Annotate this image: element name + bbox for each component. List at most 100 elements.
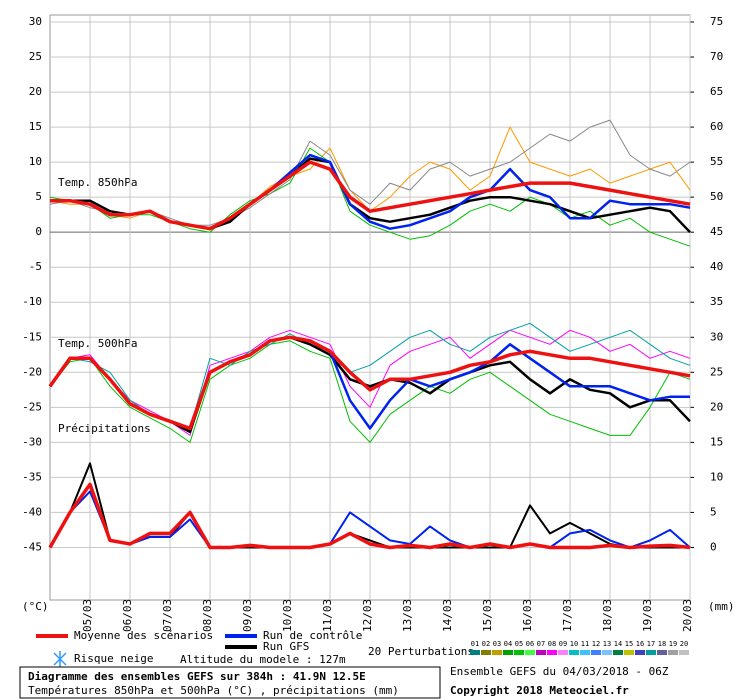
perturbation-label: 07	[537, 640, 545, 648]
perturbation-label: 02	[482, 640, 490, 648]
y2-tick-label: 30	[710, 330, 723, 343]
perturbation-label: 16	[636, 640, 644, 648]
y2-tick-label: 60	[710, 120, 723, 133]
legend-label: Run de contrôle	[263, 629, 362, 642]
perturbation-swatch	[602, 650, 612, 655]
perturbation-swatch	[613, 650, 623, 655]
x-tick-label: 15/03	[481, 599, 494, 632]
perturbation-swatch	[646, 650, 656, 655]
x-tick-label: 18/03	[601, 599, 614, 632]
y-tick-label: -45	[22, 540, 42, 553]
perturbation-swatch	[591, 650, 601, 655]
y2-tick-label: 40	[710, 260, 723, 273]
perturbation-label: 20	[680, 640, 688, 648]
run-info: Ensemble GEFS du 04/03/2018 - 06Z	[450, 665, 669, 678]
x-tick-label: 13/03	[401, 599, 414, 632]
x-tick-label: 05/03	[81, 599, 94, 632]
perturbation-swatch	[657, 650, 667, 655]
perturbation-swatch	[481, 650, 491, 655]
series-line	[49, 329, 691, 436]
perturbation-swatch	[514, 650, 524, 655]
y-tick-label: -15	[22, 330, 42, 343]
y-tick-label: 10	[29, 155, 42, 168]
series-line	[49, 340, 691, 443]
y-tick-label: -40	[22, 505, 42, 518]
x-tick-label: 07/03	[161, 599, 174, 632]
perturbation-label: 09	[559, 640, 567, 648]
perturbation-label: 15	[625, 640, 633, 648]
snow-label: Risque neige	[74, 652, 153, 665]
perturbation-label: 08	[548, 640, 556, 648]
perturbation-label: 17	[647, 640, 655, 648]
perturbation-swatch	[547, 650, 557, 655]
perturbation-swatch	[624, 650, 634, 655]
x-tick-label: 16/03	[521, 599, 534, 632]
legend-label: Moyenne des scénarios	[74, 629, 213, 642]
y-tick-label: 25	[29, 50, 42, 63]
x-tick-label: 12/03	[361, 599, 374, 632]
panel-label: Temp. 850hPa	[58, 176, 137, 189]
x-tick-label: 09/03	[241, 599, 254, 632]
y2-tick-label: 5	[710, 505, 717, 518]
x-tick-label: 14/03	[441, 599, 454, 632]
y-tick-label: -10	[22, 295, 42, 308]
y2-axis-unit: (mm)	[708, 600, 735, 613]
perturbation-label: 13	[603, 640, 611, 648]
panel-label: Précipitations	[58, 422, 151, 435]
y-tick-label: 5	[35, 190, 42, 203]
y2-tick-label: 25	[710, 365, 723, 378]
panel-label: Temp. 500hPa	[58, 337, 137, 350]
perturbation-swatch	[503, 650, 513, 655]
y2-tick-label: 35	[710, 295, 723, 308]
perturbation-label: 12	[592, 640, 600, 648]
perturbation-label: 03	[493, 640, 501, 648]
y-tick-label: 15	[29, 120, 42, 133]
perturbation-swatch	[492, 650, 502, 655]
perturbation-label: 10	[570, 640, 578, 648]
series-line	[48, 335, 691, 431]
y2-tick-label: 0	[710, 540, 717, 553]
y-tick-label: 30	[29, 15, 42, 28]
y-tick-label: -30	[22, 435, 42, 448]
y2-tick-label: 75	[710, 15, 723, 28]
perturbation-label: 01	[471, 640, 479, 648]
perturbation-swatch	[668, 650, 678, 655]
footer-title: Diagramme des ensembles GEFS sur 384h : …	[28, 670, 366, 683]
legend-label: Run GFS	[263, 640, 309, 653]
y2-tick-label: 70	[710, 50, 723, 63]
series-line	[48, 482, 691, 550]
y2-tick-label: 45	[710, 225, 723, 238]
y-tick-label: -25	[22, 400, 42, 413]
y-axis-unit: (°C)	[22, 600, 49, 613]
y-tick-label: -35	[22, 470, 42, 483]
perturbation-label: 06	[526, 640, 534, 648]
y2-tick-label: 20	[710, 400, 723, 413]
altitude: Altitude du modele : 127m	[180, 653, 346, 666]
y2-tick-label: 65	[710, 85, 723, 98]
y2-tick-label: 10	[710, 470, 723, 483]
perturbation-swatch	[580, 650, 590, 655]
series-line	[49, 490, 691, 549]
perturbation-title: 20 Perturbations	[368, 645, 474, 658]
perturbation-label: 18	[658, 640, 666, 648]
x-tick-label: 17/03	[561, 599, 574, 632]
snow-icon	[53, 651, 67, 667]
y2-tick-label: 55	[710, 155, 723, 168]
x-tick-label: 11/03	[321, 599, 334, 632]
perturbation-swatch	[470, 650, 480, 655]
y2-tick-label: 50	[710, 190, 723, 203]
series-line	[50, 160, 691, 231]
copyright: Copyright 2018 Meteociel.fr	[450, 684, 629, 697]
footer-subtitle: Températures 850hPa et 500hPa (°C) , pré…	[28, 684, 399, 697]
perturbation-label: 11	[581, 640, 589, 648]
x-tick-label: 20/03	[681, 599, 694, 632]
perturbation-swatch	[558, 650, 568, 655]
y2-tick-label: 15	[710, 435, 723, 448]
perturbation-label: 19	[669, 640, 677, 648]
y-tick-label: -5	[29, 260, 42, 273]
perturbation-label: 04	[504, 640, 512, 648]
perturbation-swatch	[525, 650, 535, 655]
x-tick-label: 08/03	[201, 599, 214, 632]
footer-box	[19, 666, 441, 699]
